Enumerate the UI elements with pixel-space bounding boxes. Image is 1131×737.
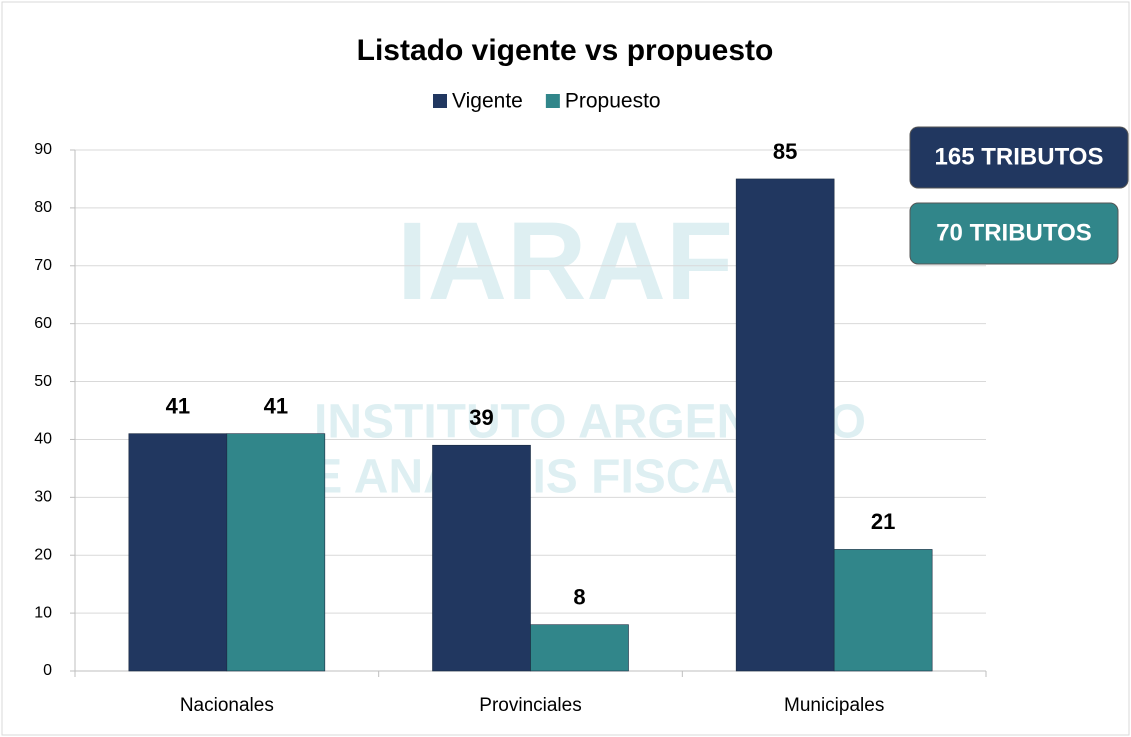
- bar: [128, 433, 228, 672]
- x-tick-label: Municipales: [784, 695, 884, 716]
- y-tick-label: 50: [34, 373, 52, 390]
- legend-swatch: [433, 94, 447, 108]
- bar: [530, 624, 629, 672]
- y-tick-label: 30: [34, 489, 52, 506]
- data-label: 21: [871, 509, 895, 534]
- x-tick-label: Nacionales: [180, 695, 274, 716]
- data-label: 41: [166, 393, 190, 418]
- annotation-box: [909, 202, 1119, 265]
- data-label: 41: [264, 393, 288, 418]
- bar: [432, 444, 531, 672]
- y-tick-label: 80: [34, 199, 52, 216]
- y-tick-label: 10: [34, 604, 52, 621]
- y-tick-label: 0: [43, 662, 52, 679]
- annotation-text: 165 TRIBUTOS: [935, 143, 1104, 170]
- chart-title: Listado vigente vs propuesto: [357, 34, 774, 67]
- legend-label: Propuesto: [565, 90, 661, 113]
- annotation-box: [909, 126, 1129, 189]
- data-label: 39: [469, 405, 493, 430]
- y-tick-label: 40: [34, 431, 52, 448]
- bar: [226, 433, 326, 672]
- x-tick-label: Provinciales: [479, 695, 581, 716]
- data-label: 8: [573, 585, 585, 610]
- bar: [833, 549, 933, 672]
- y-tick-label: 60: [34, 315, 52, 332]
- y-tick-label: 70: [34, 257, 52, 274]
- bar: [735, 178, 835, 672]
- watermark: IARAF: [397, 200, 733, 323]
- y-tick-label: 20: [34, 546, 52, 563]
- data-label: 85: [773, 139, 797, 164]
- legend-swatch: [545, 94, 560, 108]
- annotation-text: 70 TRIBUTOS: [936, 219, 1092, 246]
- y-tick-label: 90: [34, 141, 52, 158]
- legend-label: Vigente: [452, 90, 523, 113]
